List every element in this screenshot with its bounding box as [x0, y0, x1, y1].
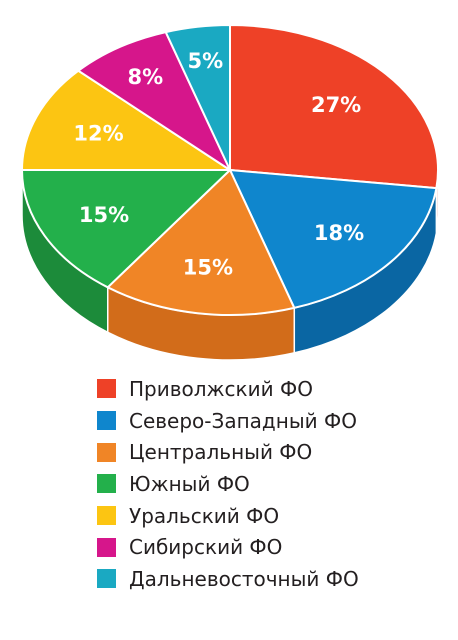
legend-item: Дальневосточный ФО [97, 563, 359, 595]
pie-slice-2 [229, 169, 438, 309]
legend-swatch [97, 537, 116, 557]
slice-label-6: 8% [127, 65, 163, 89]
slice-label-2: 18% [314, 221, 364, 245]
legend-swatch [97, 506, 116, 526]
slice-label-3: 15% [183, 255, 233, 279]
slice-label-1: 27% [311, 93, 361, 117]
legend-label: Северо-Западный ФО [129, 408, 357, 433]
legend-swatch [97, 569, 116, 589]
legend-swatch [97, 442, 116, 462]
legend-item: Северо-Западный ФО [97, 405, 359, 437]
pie-slice-4 [21, 169, 231, 289]
pie-slice-6 [77, 31, 231, 171]
legend-swatch [97, 474, 116, 494]
slice-label-7: 5% [187, 49, 223, 73]
legend-label: Приволжский ФО [129, 376, 313, 401]
legend-label: Сибирский ФО [129, 535, 283, 560]
pie-slice-1 [229, 24, 439, 190]
legend-label: Центральный ФО [129, 440, 313, 465]
pie-slice-5 [21, 69, 231, 171]
legend-label: Дальневосточный ФО [129, 566, 359, 591]
legend-item: Южный ФО [97, 468, 359, 500]
legend-item: Центральный ФО [97, 436, 359, 468]
slice-label-4: 15% [79, 203, 129, 227]
legend-item: Сибирский ФО [97, 531, 359, 563]
legend: Приволжский ФО Северо-Западный ФО Централь… [97, 373, 359, 595]
pie-slice-3 [106, 169, 296, 316]
legend-label: Уральский ФО [129, 503, 280, 528]
pie-slices [21, 24, 439, 316]
legend-swatch [97, 411, 116, 431]
legend-swatch [97, 379, 116, 399]
legend-item: Уральский ФО [97, 500, 359, 532]
slice-labels: 27% 18% 15% 15% 12% 8% 5% [73, 49, 364, 279]
slice-label-5: 12% [73, 122, 123, 146]
legend-item: Приволжский ФО [97, 373, 359, 405]
legend-label: Южный ФО [129, 471, 250, 496]
pie-slice-7 [164, 24, 231, 171]
